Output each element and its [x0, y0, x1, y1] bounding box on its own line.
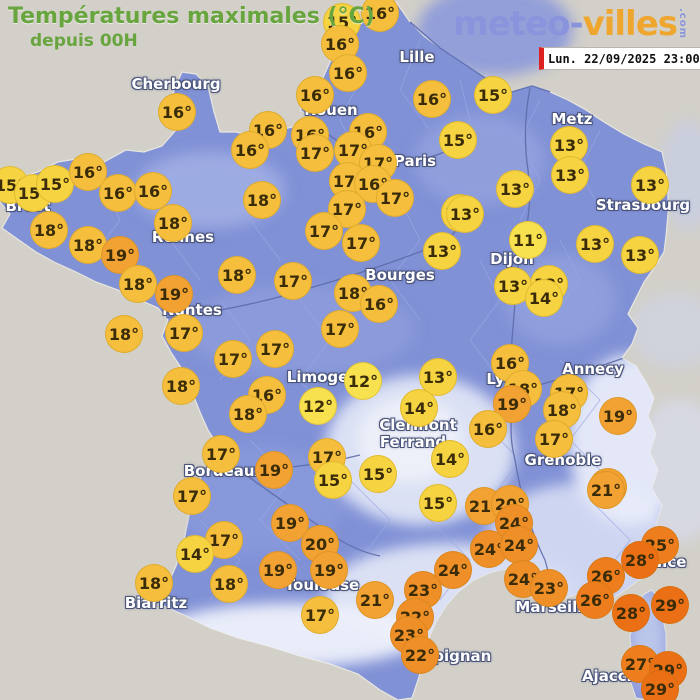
temp-marker[interactable]: 19° [259, 551, 297, 589]
temp-marker[interactable]: 14° [176, 535, 214, 573]
temp-marker[interactable]: 17° [296, 134, 334, 172]
temp-marker[interactable]: 24° [434, 551, 472, 589]
temp-marker[interactable]: 18° [229, 395, 267, 433]
city-label: Marseille [515, 598, 593, 616]
temp-marker[interactable]: 14° [400, 389, 438, 427]
temp-marker[interactable]: 16° [469, 410, 507, 448]
temp-marker[interactable]: 16° [69, 153, 107, 191]
temp-marker[interactable]: 16° [296, 76, 334, 114]
temp-marker[interactable]: 28° [621, 541, 659, 579]
title-block: Températures maximales (°C) depuis 00H [8, 4, 375, 51]
city-label: Annecy [562, 360, 624, 378]
temp-marker[interactable]: 15° [439, 121, 477, 159]
temp-marker[interactable]: 17° [202, 435, 240, 473]
temp-marker[interactable]: 14° [525, 279, 563, 317]
temp-marker[interactable]: 17° [173, 477, 211, 515]
temp-marker[interactable]: 19° [271, 504, 309, 542]
city-label: Bourges [365, 266, 435, 284]
temp-marker[interactable]: 15° [474, 76, 512, 114]
map-subtitle: depuis 00H [30, 31, 138, 51]
temp-marker[interactable]: 21° [587, 471, 625, 509]
temp-marker[interactable]: 21° [356, 581, 394, 619]
temp-marker[interactable]: 17° [535, 420, 573, 458]
temp-marker[interactable]: 18° [30, 211, 68, 249]
temp-marker[interactable]: 19° [310, 551, 348, 589]
city-label: Limoges [286, 368, 358, 386]
temp-marker[interactable]: 17° [321, 310, 359, 348]
temp-marker[interactable]: 16° [158, 93, 196, 131]
temp-marker[interactable]: 18° [69, 226, 107, 264]
temp-marker[interactable]: 18° [119, 265, 157, 303]
temp-marker[interactable]: 17° [376, 179, 414, 217]
temp-marker[interactable]: 17° [301, 596, 339, 634]
logo-part-meteo: meteo- [453, 4, 583, 44]
temp-marker[interactable]: 15° [419, 484, 457, 522]
temp-marker[interactable]: 13° [446, 195, 484, 233]
city-label: Ferrand [379, 433, 447, 451]
temp-marker[interactable]: 16° [361, 0, 399, 32]
temp-marker[interactable]: 17° [214, 340, 252, 378]
temp-marker[interactable]: 13° [551, 156, 589, 194]
site-logo[interactable]: meteo- villes .com [453, 4, 688, 44]
temp-marker[interactable]: 15° [36, 165, 74, 203]
logo-suffix-com: .com [677, 8, 688, 40]
temp-marker[interactable]: 13° [631, 166, 669, 204]
temp-marker[interactable]: 13° [419, 358, 457, 396]
city-label: Metz [551, 110, 593, 128]
temp-marker[interactable]: 18° [154, 204, 192, 242]
temp-marker[interactable]: 14° [431, 440, 469, 478]
temp-marker[interactable]: 17° [305, 212, 343, 250]
city-label: Paris [393, 152, 437, 170]
temp-marker[interactable]: 19° [493, 385, 531, 423]
temp-marker[interactable]: 18° [162, 367, 200, 405]
temp-marker[interactable]: 29° [641, 670, 679, 700]
temp-marker[interactable]: 18° [135, 564, 173, 602]
map-title: Températures maximales (°C) [8, 4, 375, 29]
temp-marker[interactable]: 15° [314, 461, 352, 499]
temp-marker[interactable]: 16° [329, 54, 367, 92]
temp-marker[interactable]: 13° [423, 232, 461, 270]
datetime-label: Lun. 22/09/2025 23:00 [548, 51, 700, 66]
temp-marker[interactable]: 16° [413, 80, 451, 118]
temp-marker[interactable]: 17° [165, 314, 203, 352]
temp-marker[interactable]: 12° [299, 387, 337, 425]
temp-marker[interactable]: 19° [255, 451, 293, 489]
temp-marker[interactable]: 17° [342, 224, 380, 262]
temp-marker[interactable]: 16° [134, 172, 172, 210]
temp-marker[interactable]: 28° [612, 594, 650, 632]
temp-marker[interactable]: 11° [509, 221, 547, 259]
datetime-stamp: Lun. 22/09/2025 23:00 [539, 47, 700, 70]
temp-marker[interactable]: 16° [231, 131, 269, 169]
temp-marker[interactable]: 12° [344, 362, 382, 400]
logo-part-villes: villes [582, 4, 678, 44]
city-label: Cherbourg [131, 75, 221, 93]
temp-marker[interactable]: 18° [105, 315, 143, 353]
city-label: Lille [399, 48, 435, 66]
temp-marker[interactable]: 18° [243, 181, 281, 219]
temp-marker[interactable]: 24° [500, 526, 538, 564]
temp-marker[interactable]: 18° [210, 565, 248, 603]
temp-marker[interactable]: 17° [256, 330, 294, 368]
temp-marker[interactable]: 16° [99, 174, 137, 212]
temp-marker[interactable]: 29° [651, 586, 689, 624]
temp-marker[interactable]: 17° [274, 262, 312, 300]
temp-marker[interactable]: 23° [530, 569, 568, 607]
temp-marker[interactable]: 13° [621, 236, 659, 274]
temp-marker[interactable]: 26° [576, 581, 614, 619]
temp-marker[interactable]: 18° [218, 256, 256, 294]
temp-marker[interactable]: 13° [576, 225, 614, 263]
city-label: Strasbourg [595, 196, 691, 214]
temp-marker[interactable]: 22° [401, 636, 439, 674]
temp-marker[interactable]: 19° [599, 397, 637, 435]
temp-marker[interactable]: 16° [360, 285, 398, 323]
city-label: Biarritz [124, 594, 188, 612]
temp-marker[interactable]: 15° [359, 455, 397, 493]
temp-marker[interactable]: 19° [155, 275, 193, 313]
temp-marker[interactable]: 13° [496, 170, 534, 208]
